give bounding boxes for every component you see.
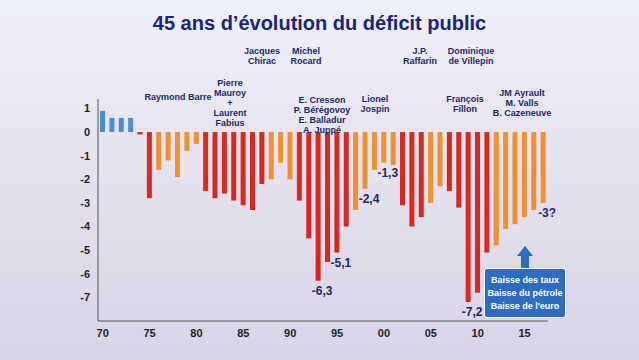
html-text:B. Cazeneuve: B. Cazeneuve — [492, 108, 552, 118]
html-text:de Villepin: de Villepin — [448, 56, 494, 66]
html-text:Jospin: Jospin — [360, 104, 390, 114]
svg-text:80: 80 — [190, 327, 202, 339]
svg-text:-1: -1 — [80, 150, 90, 162]
svg-text:-2,4: -2,4 — [359, 192, 380, 206]
svg-text:-7,2: -7,2 — [462, 305, 483, 319]
html-text:Rocard: Rocard — [290, 56, 322, 66]
svg-text:10: 10 — [472, 327, 484, 339]
html-text:Dominique: Dominique — [447, 46, 495, 56]
svg-text:-6: -6 — [80, 268, 90, 280]
html-text:Raffarin: Raffarin — [403, 56, 437, 66]
svg-text:-4: -4 — [80, 220, 91, 232]
svg-text:1: 1 — [84, 102, 90, 114]
svg-text:-3: -3 — [80, 197, 90, 209]
html-text:Baisse du pétrole: Baisse du pétrole — [487, 288, 563, 298]
html-text:Mauroy: Mauroy — [214, 88, 246, 98]
svg-text:70: 70 — [97, 327, 109, 339]
html-text:P. Bérégovoy: P. Bérégovoy — [293, 105, 351, 115]
svg-text:-6,3: -6,3 — [312, 284, 333, 298]
svg-text:95: 95 — [331, 327, 343, 339]
svg-text:85: 85 — [237, 327, 249, 339]
svg-text:-5,1: -5,1 — [331, 256, 352, 270]
html-text:Laurent: Laurent — [213, 108, 247, 118]
html-text:Chirac: Chirac — [248, 56, 276, 66]
html-text:Pierre: Pierre — [217, 78, 243, 88]
html-text:JM Ayrault: JM Ayrault — [499, 88, 545, 98]
svg-text:-1,3: -1,3 — [377, 166, 398, 180]
html-text:M. Valls: M. Valls — [505, 98, 539, 108]
svg-text:15: 15 — [518, 327, 530, 339]
html-text:Lionel: Lionel — [361, 94, 389, 104]
svg-text:-3?: -3? — [538, 206, 556, 220]
html-text:E. Cresson: E. Cresson — [298, 95, 346, 105]
html-text:A. Juppé: A. Juppé — [303, 125, 341, 135]
svg-text:90: 90 — [284, 327, 296, 339]
html-text:J.P.: J.P. — [412, 46, 428, 56]
html-text:Fabius: Fabius — [215, 118, 245, 128]
html-text:Fillon: Fillon — [453, 104, 477, 114]
svg-text:05: 05 — [425, 327, 437, 339]
svg-text:-5: -5 — [80, 244, 90, 256]
html-text:Jacques: Jacques — [244, 46, 280, 56]
html-text:45 ans d’évolution du déficit: 45 ans d’évolution du déficit public — [152, 12, 487, 34]
html-text:Baisse des taux: Baisse des taux — [491, 275, 559, 285]
html-text:E. Balladur: E. Balladur — [298, 115, 346, 125]
svg-text:-7: -7 — [80, 291, 90, 303]
svg-text:-2: -2 — [80, 173, 90, 185]
svg-text:0: 0 — [84, 126, 90, 138]
html-text:Raymond Barre: Raymond Barre — [144, 92, 212, 102]
svg-text:75: 75 — [143, 327, 155, 339]
svg-text:00: 00 — [378, 327, 390, 339]
html-text:Baisse de l'euro: Baisse de l'euro — [490, 301, 560, 311]
html-text:François: François — [446, 94, 484, 104]
html-text:Michel: Michel — [292, 46, 320, 56]
